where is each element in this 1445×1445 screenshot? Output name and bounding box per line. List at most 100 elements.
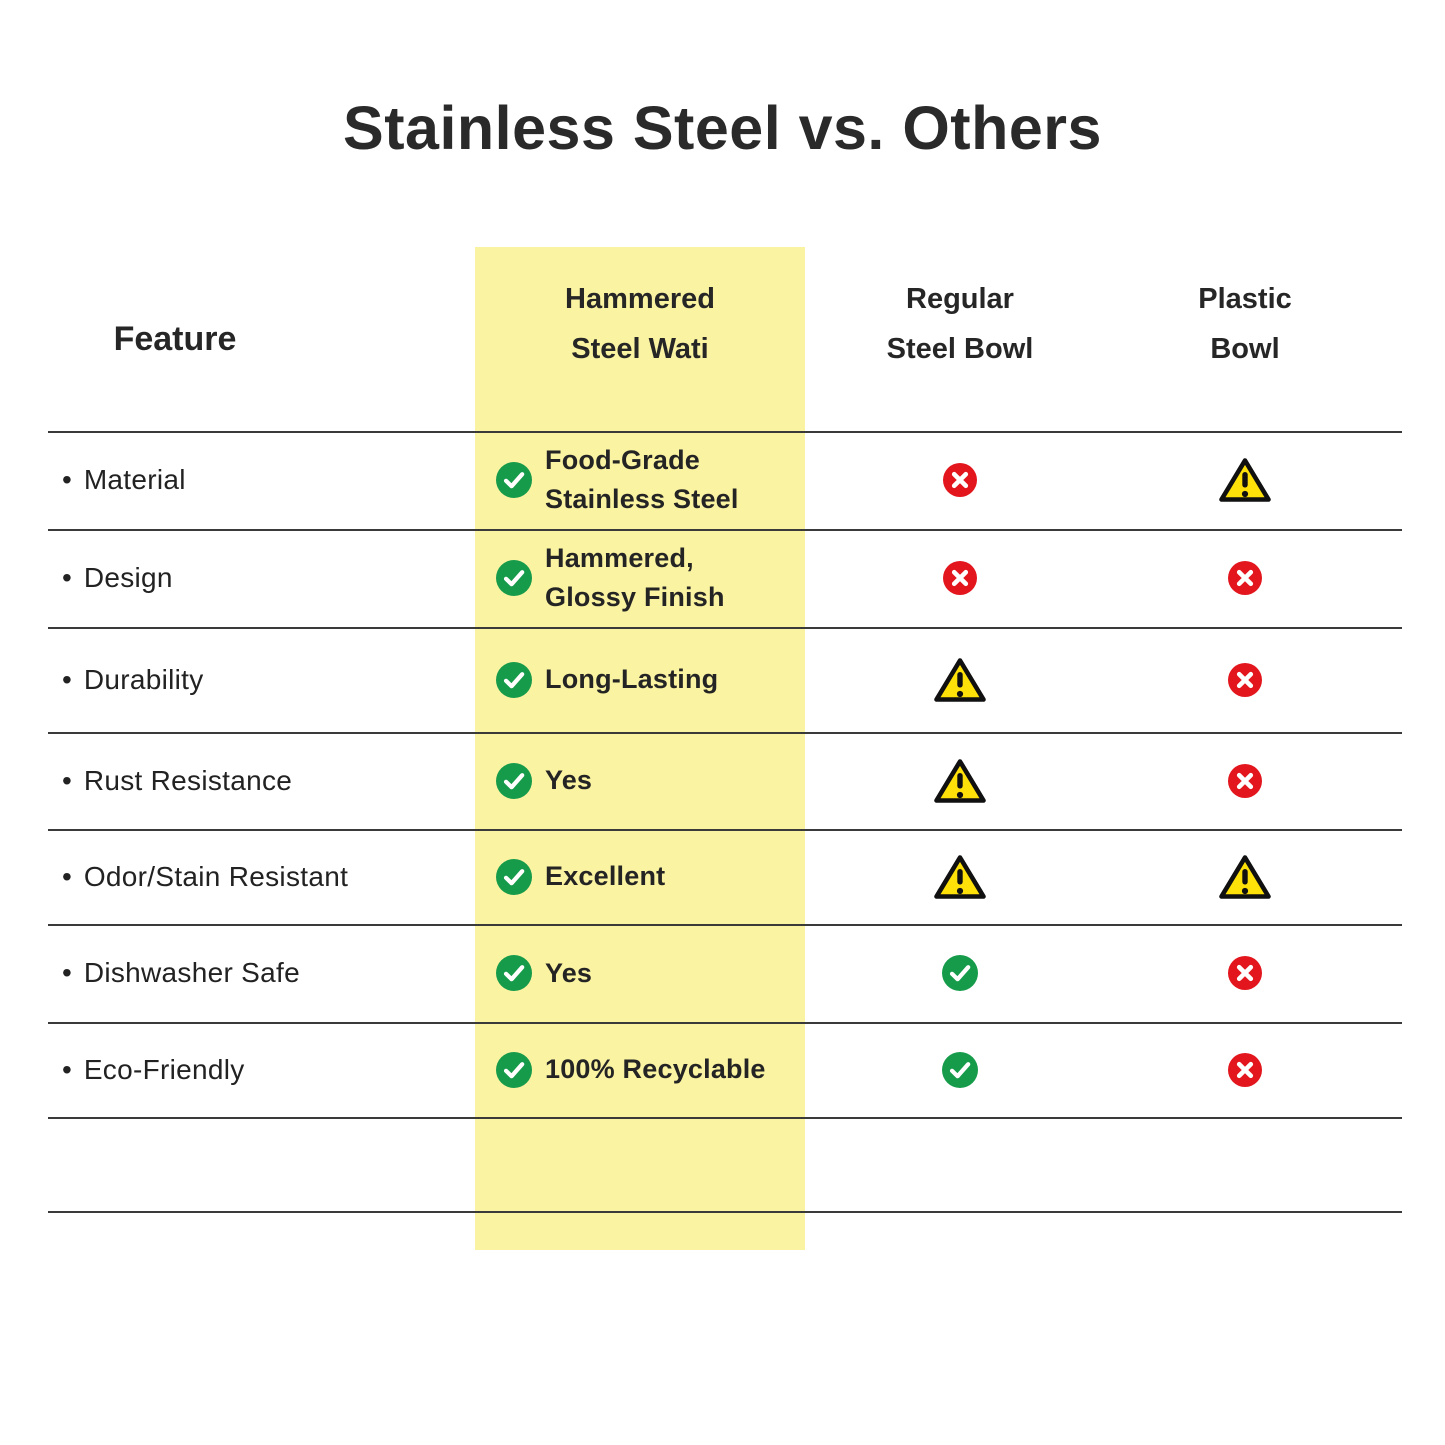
cell-regular [850, 924, 1070, 1022]
feature-cell: • Dishwasher Safe [62, 924, 462, 1022]
table-row: • Dishwasher Safe Yes [0, 924, 1445, 1022]
cell-regular [850, 1022, 1070, 1117]
column-header-line: Plastic [1198, 283, 1292, 315]
table-row: • Odor/Stain Resistant Excellent [0, 829, 1445, 924]
cell-plastic [1135, 1022, 1355, 1117]
cell-plastic [1135, 829, 1355, 924]
feature-label: Rust Resistance [83, 764, 293, 796]
row-divider [48, 529, 1402, 532]
cell-text: Excellent [545, 857, 665, 896]
page-title: Stainless Steel vs. Others [343, 94, 1102, 162]
check-circle-icon [496, 955, 532, 991]
highlight-column-band [475, 247, 805, 1250]
cell-regular [850, 627, 1070, 732]
cell-text-line: Long-Lasting [545, 664, 719, 694]
cell-text-line: Hammered, [545, 543, 694, 573]
cell-text: Hammered, Glossy Finish [545, 539, 725, 617]
cell-plastic [1135, 627, 1355, 732]
check-circle-icon [942, 1051, 978, 1088]
bullet: • [62, 562, 72, 593]
feature-column-header: Feature [113, 320, 237, 358]
cell-hammered: 100% Recyclable [475, 1022, 805, 1117]
bullet: • [62, 860, 72, 892]
cell-text: Yes [545, 761, 592, 800]
bullet: • [62, 1053, 72, 1085]
warning-triangle-icon [932, 852, 988, 902]
row-divider [48, 732, 1402, 735]
column-header-line: Regular [906, 283, 1014, 315]
cell-text: 100% Recyclable [545, 1050, 766, 1089]
feature-cell: • Design [62, 529, 462, 627]
warning-triangle-icon [1217, 852, 1273, 902]
table-row: • Material Food-Grade Stainless Steel [0, 431, 1445, 529]
cross-circle-icon [943, 561, 977, 595]
cell-hammered: Long-Lasting [475, 627, 805, 732]
cell-text-line: Glossy Finish [545, 582, 725, 612]
cell-regular [850, 829, 1070, 924]
cell-hammered: Hammered, Glossy Finish [475, 529, 805, 627]
column-header-hammered-steel-wati: Hammered Steel Wati [475, 274, 805, 374]
row-divider [48, 1117, 1402, 1120]
table-row: • Rust Resistance Yes [0, 732, 1445, 829]
cell-plastic [1135, 529, 1355, 627]
cross-circle-icon [1228, 561, 1262, 595]
row-divider [48, 829, 1402, 832]
row-divider [48, 1211, 1402, 1214]
row-divider [48, 431, 1402, 434]
bullet: • [62, 764, 72, 796]
check-circle-icon [496, 462, 532, 498]
cell-hammered: Excellent [475, 829, 805, 924]
cell-hammered: Yes [475, 924, 805, 1022]
check-circle-icon [496, 762, 532, 799]
check-circle-icon [496, 661, 532, 698]
feature-label: Dishwasher Safe [83, 957, 300, 988]
column-header-line: Bowl [1210, 333, 1280, 365]
cell-text-line: Excellent [545, 861, 666, 891]
bullet: • [62, 663, 72, 695]
column-header-regular-steel-bowl: Regular Steel Bowl [850, 274, 1070, 374]
cell-regular [850, 732, 1070, 829]
column-header-plastic-bowl: Plastic Bowl [1135, 274, 1355, 374]
row-divider [48, 627, 1402, 630]
cell-plastic [1135, 431, 1355, 529]
cell-text-line: 100% Recyclable [545, 1054, 766, 1084]
feature-label: Durability [83, 663, 204, 695]
warning-triangle-icon [1217, 455, 1273, 505]
cell-regular [850, 431, 1070, 529]
column-header-line: Steel Bowl [886, 333, 1034, 365]
feature-label: Eco-Friendly [83, 1053, 245, 1085]
cross-circle-icon [1228, 1052, 1262, 1087]
cross-circle-icon [943, 463, 977, 497]
cell-hammered: Yes [475, 732, 805, 829]
row-divider [48, 1022, 1402, 1025]
cell-plastic [1135, 732, 1355, 829]
check-circle-icon [496, 1051, 532, 1088]
warning-triangle-icon [932, 655, 988, 705]
column-header-line: Hammered [565, 283, 715, 315]
feature-cell: • Rust Resistance [62, 732, 462, 829]
check-circle-icon [496, 858, 532, 895]
table-row: • Design Hammered, Glossy Finish [0, 529, 1445, 627]
bullet: • [62, 464, 72, 495]
cell-regular [850, 529, 1070, 627]
feature-label: Design [83, 562, 173, 593]
warning-triangle-icon [932, 756, 988, 806]
feature-cell: • Durability [62, 627, 462, 732]
row-divider [48, 924, 1402, 927]
feature-cell: • Material [62, 431, 462, 529]
feature-cell: • Eco-Friendly [62, 1022, 462, 1117]
check-circle-icon [942, 955, 978, 991]
cell-text-line: Yes [545, 957, 593, 988]
feature-cell: • Odor/Stain Resistant [62, 829, 462, 924]
cell-hammered: Food-Grade Stainless Steel [475, 431, 805, 529]
bullet: • [62, 957, 72, 988]
cross-circle-icon [1228, 956, 1262, 990]
cell-text-line: Yes [545, 765, 593, 795]
cell-text: Yes [545, 954, 592, 993]
table-row: • Durability Long-Lasting [0, 627, 1445, 732]
feature-label: Material [83, 464, 186, 495]
cell-plastic [1135, 924, 1355, 1022]
cell-text: Long-Lasting [545, 660, 718, 699]
cell-text-line: Stainless Steel [545, 484, 739, 514]
